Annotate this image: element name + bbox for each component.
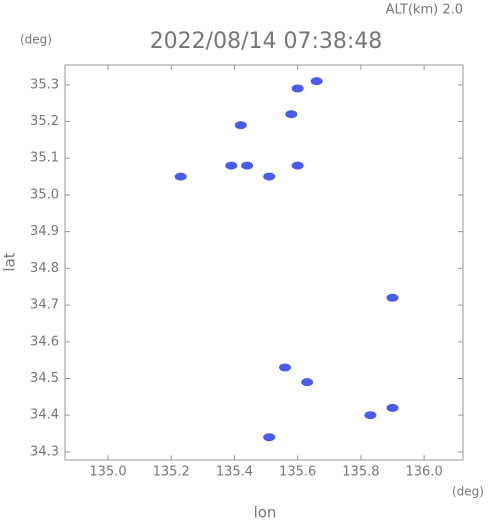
- echo-point: [285, 110, 298, 119]
- x-axis-label: lon: [254, 504, 277, 521]
- x-tick-label: 135.6: [279, 465, 316, 480]
- chart-title: 2022/08/14 07:38:48: [150, 29, 383, 54]
- y-tick-label: 35.1: [30, 151, 59, 166]
- x-tick-label: 135.4: [216, 465, 253, 480]
- y-tick-label: 34.7: [30, 298, 59, 313]
- x-tick-label: 135.8: [342, 465, 379, 480]
- y-axis-label: lat: [1, 252, 19, 271]
- x-tick-label: 136.0: [406, 465, 443, 480]
- altitude-label: ALT(km) 2.0: [386, 3, 463, 18]
- y-tick-label: 35.0: [30, 187, 59, 202]
- echo-point: [291, 84, 304, 93]
- echo-point: [301, 378, 314, 387]
- x-tick-label: 135.0: [89, 465, 126, 480]
- echo-point: [279, 363, 292, 372]
- echo-point: [225, 161, 238, 170]
- y-tick-label: 35.3: [30, 77, 59, 92]
- x-tick-label: 135.2: [153, 465, 190, 480]
- echo-point: [310, 77, 323, 86]
- y-unit: (deg): [20, 33, 52, 47]
- echo-point: [174, 172, 187, 181]
- echo-point: [386, 293, 399, 302]
- echo-point: [234, 121, 247, 130]
- echo-point: [263, 172, 276, 181]
- y-tick-label: 34.5: [30, 371, 59, 386]
- y-tick-label: 35.2: [30, 114, 59, 129]
- y-tick-label: 34.8: [30, 261, 59, 276]
- y-tick-label: 34.4: [30, 408, 59, 423]
- echo-point: [364, 411, 377, 420]
- y-tick-label: 34.3: [30, 444, 59, 459]
- echo-point: [241, 161, 254, 170]
- y-tick-label: 34.6: [30, 334, 59, 349]
- echo-point: [263, 433, 276, 442]
- echo-point: [386, 403, 399, 412]
- echo-point: [291, 161, 304, 170]
- y-tick-label: 34.9: [30, 224, 59, 239]
- x-unit: (deg): [452, 485, 484, 499]
- plot-frame: [64, 64, 464, 461]
